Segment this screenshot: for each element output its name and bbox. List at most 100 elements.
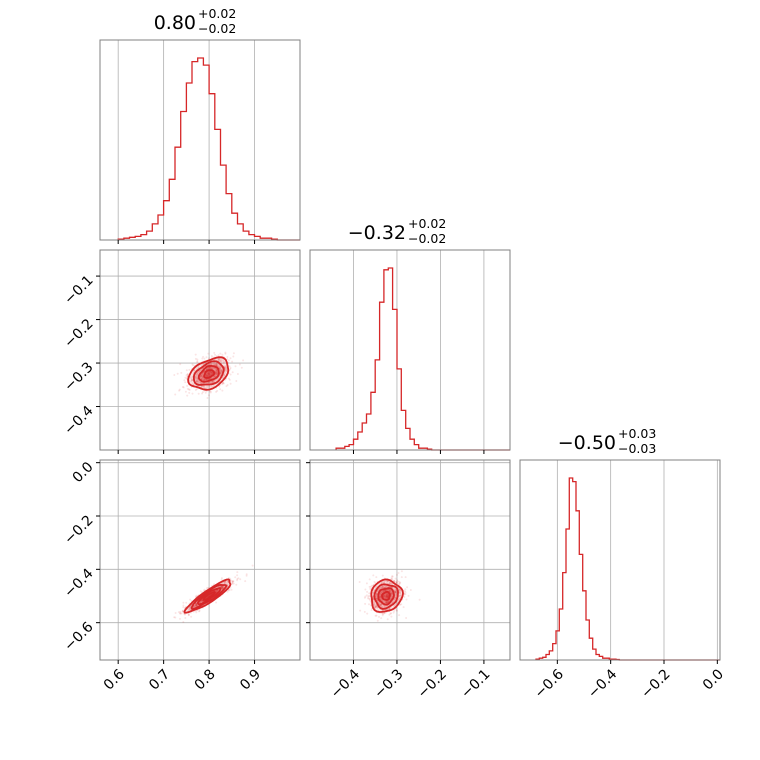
scatter-point [226, 580, 229, 583]
scatter-point [226, 358, 229, 361]
scatter-point [185, 374, 188, 377]
scatter-point [379, 604, 382, 607]
scatter-point [229, 373, 232, 376]
scatter-point [194, 605, 197, 608]
scatter-point [372, 598, 375, 601]
scatter-point [187, 608, 190, 611]
scatter-point [213, 351, 216, 354]
scatter-point [198, 370, 201, 373]
scatter-point [210, 372, 213, 374]
scatter-point [381, 574, 384, 577]
scatter-point [226, 384, 229, 386]
scatter-point [209, 367, 212, 370]
scatter-point [380, 591, 383, 594]
scatter-point [386, 595, 389, 598]
scatter-point [383, 595, 386, 598]
scatter-point [208, 385, 211, 388]
y-tick-label: −0.6 [61, 619, 96, 654]
scatter-point [193, 605, 196, 608]
scatter-point [219, 360, 222, 363]
scatter-point [386, 593, 388, 596]
scatter-point [231, 581, 234, 584]
scatter-point [227, 359, 230, 362]
scatter-point [389, 612, 392, 615]
scatter-point [218, 367, 221, 370]
scatter-point [199, 375, 202, 378]
scatter-point [203, 379, 206, 381]
x-tick-label: −0.4 [328, 666, 363, 701]
scatter-point [215, 355, 218, 358]
svg-text:+0.03: +0.03 [618, 426, 656, 441]
scatter-point [205, 374, 208, 377]
scatter-point [207, 371, 210, 374]
scatter-point [215, 363, 218, 365]
scatter-point [224, 365, 227, 367]
scatter-point [208, 373, 211, 376]
scatter-point [379, 604, 382, 607]
scatter-point [386, 594, 388, 597]
scatter-point [201, 391, 204, 394]
scatter-point [234, 365, 237, 368]
scatter-point [210, 373, 213, 376]
scatter-point [389, 589, 392, 592]
scatter-point [215, 589, 218, 592]
scatter-point [399, 603, 402, 606]
scatter-point [209, 366, 212, 369]
scatter-point [390, 576, 393, 579]
scatter-point [393, 580, 395, 582]
scatter-point [384, 600, 387, 603]
scatter-point [230, 588, 233, 591]
scatter-point [234, 576, 237, 579]
scatter-point [194, 603, 197, 606]
scatter-point [398, 592, 401, 595]
scatter-point [375, 586, 377, 589]
scatter-point [400, 576, 403, 579]
scatter-point [222, 359, 225, 362]
scatter-point [200, 375, 203, 378]
scatter-point [179, 363, 182, 366]
scatter-point [223, 581, 226, 584]
scatter-point [376, 590, 379, 592]
scatter-point [207, 372, 210, 375]
scatter-point [188, 607, 191, 610]
scatter-point [196, 360, 199, 363]
scatter-point [224, 352, 227, 355]
scatter-point [199, 381, 202, 384]
scatter-point [379, 595, 382, 598]
scatter-point [200, 385, 203, 388]
scatter-point [199, 381, 202, 384]
x-tick-label: −0.2 [415, 666, 450, 701]
scatter-point [375, 605, 378, 608]
scatter-point [208, 366, 211, 369]
scatter-point [199, 601, 202, 604]
scatter-point [211, 372, 214, 375]
scatter-point [206, 372, 209, 375]
scatter-point [211, 381, 214, 383]
scatter-point [219, 352, 222, 355]
scatter-point [394, 604, 397, 607]
scatter-point [383, 580, 386, 583]
scatter-point [390, 615, 393, 618]
scatter-point [207, 372, 210, 375]
scatter-point [380, 617, 383, 620]
scatter-point [368, 592, 371, 595]
scatter-point [215, 362, 218, 365]
scatter-point [219, 371, 222, 374]
scatter-point [195, 604, 198, 607]
scatter-point [393, 590, 396, 593]
scatter-point [379, 587, 381, 590]
scatter-point [379, 596, 382, 599]
scatter-point [215, 590, 218, 593]
scatter-point [220, 578, 223, 581]
scatter-point [205, 356, 208, 359]
scatter-point [395, 602, 398, 605]
scatter-point [245, 573, 248, 576]
scatter-point [237, 577, 240, 580]
scatter-point [179, 617, 181, 620]
scatter-point [182, 621, 185, 623]
scatter-point [215, 368, 218, 371]
scatter-point [381, 585, 384, 588]
scatter-point [400, 603, 403, 606]
scatter-point [193, 604, 196, 607]
scatter-point [384, 600, 387, 603]
